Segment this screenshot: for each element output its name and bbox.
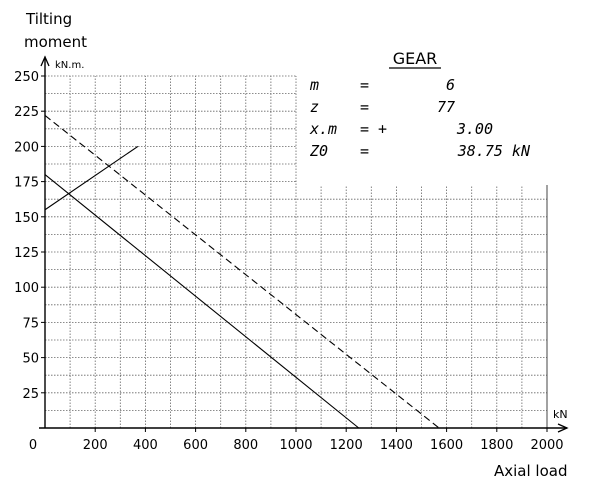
gear-param-eq: = (360, 142, 369, 160)
x-tick-label: 1600 (430, 438, 463, 453)
gear-param-eq: = (360, 76, 369, 94)
series-lines (44, 114, 440, 429)
series-line-dashed (44, 114, 440, 429)
x-origin-label: 0 (29, 438, 37, 453)
gear-title: GEAR (393, 49, 438, 68)
gear-param-name: m (309, 76, 319, 94)
axes (39, 55, 569, 433)
x-tick-label: 1000 (279, 438, 312, 453)
y-axis-title-line1: Tilting (26, 10, 73, 28)
gear-param-value: 3.00 (456, 120, 493, 138)
x-tick-label: 2000 (530, 438, 563, 453)
y-tick-label: 100 (14, 281, 39, 296)
x-axis-arrowhead (557, 423, 569, 433)
y-tick-label: 200 (14, 140, 39, 155)
gear-param-value: 6 (446, 76, 455, 94)
y-tick-label: 250 (14, 70, 39, 85)
gear-param-value: 77 (437, 98, 455, 116)
annotation-backdrop (297, 45, 597, 185)
y-tick-label: 25 (22, 387, 39, 402)
y-axis-unit: kN.m. (55, 60, 84, 71)
x-axis-unit: kN (553, 408, 568, 421)
gear-param-eq: = (360, 98, 369, 116)
y-tick-label: 50 (22, 352, 39, 367)
y-tick-label: 225 (14, 105, 39, 120)
x-tick-label: 800 (233, 438, 258, 453)
x-tick-label: 400 (133, 438, 158, 453)
gear-param-eq: = + (360, 120, 387, 138)
x-tick-label: 200 (83, 438, 108, 453)
series-line-solid (44, 145, 139, 211)
gear-annotation: GEAR m = 6 z = 77 x.m = + 3.00 Z0 = 38.75 kN (309, 49, 531, 160)
gear-param-value: 38.75 kN (457, 142, 531, 160)
tick-labels: 25 50 75 100 125 150 175 200 225 250 200 400 600 800 1… (14, 60, 567, 453)
y-axis-title-line2: moment (24, 33, 88, 51)
series-line-solid (44, 174, 360, 429)
y-tick-label: 75 (22, 316, 39, 331)
y-tick-label: 175 (14, 176, 39, 191)
y-axis-arrowhead (40, 55, 50, 67)
gear-param-name: x.m (309, 120, 337, 138)
x-tick-label: 1400 (380, 438, 413, 453)
gear-param-name: Z0 (309, 142, 328, 160)
x-tick-label: 1200 (330, 438, 363, 453)
x-tick-label: 600 (183, 438, 208, 453)
x-axis-title: Axial load (494, 462, 568, 480)
gear-param-name: z (310, 98, 319, 116)
y-tick-label: 150 (14, 211, 39, 226)
y-tick-label: 125 (14, 246, 39, 261)
x-tick-label: 1800 (480, 438, 513, 453)
grid (45, 45, 597, 428)
